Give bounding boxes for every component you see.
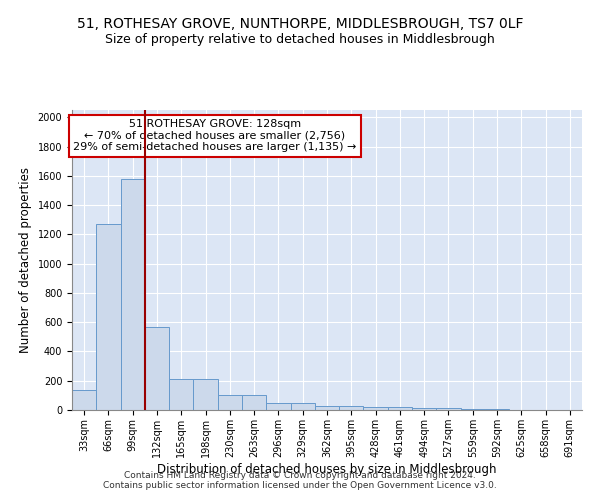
Text: 51 ROTHESAY GROVE: 128sqm
← 70% of detached houses are smaller (2,756)
29% of se: 51 ROTHESAY GROVE: 128sqm ← 70% of detac… — [73, 119, 356, 152]
X-axis label: Distribution of detached houses by size in Middlesbrough: Distribution of detached houses by size … — [157, 462, 497, 475]
Bar — [145, 326, 169, 410]
Bar — [436, 408, 461, 410]
Bar — [193, 378, 218, 410]
Bar — [218, 396, 242, 410]
Y-axis label: Number of detached properties: Number of detached properties — [19, 167, 32, 353]
Bar — [96, 224, 121, 410]
Bar — [315, 406, 339, 410]
Bar — [364, 407, 388, 410]
Bar — [121, 179, 145, 410]
Bar — [339, 406, 364, 410]
Text: 51, ROTHESAY GROVE, NUNTHORPE, MIDDLESBROUGH, TS7 0LF: 51, ROTHESAY GROVE, NUNTHORPE, MIDDLESBR… — [77, 18, 523, 32]
Bar — [388, 407, 412, 410]
Bar — [266, 402, 290, 410]
Text: Contains HM Land Registry data © Crown copyright and database right 2024.
Contai: Contains HM Land Registry data © Crown c… — [103, 470, 497, 490]
Bar — [242, 396, 266, 410]
Bar — [72, 390, 96, 410]
Text: Size of property relative to detached houses in Middlesbrough: Size of property relative to detached ho… — [105, 32, 495, 46]
Bar — [169, 378, 193, 410]
Bar — [412, 408, 436, 410]
Bar — [290, 402, 315, 410]
